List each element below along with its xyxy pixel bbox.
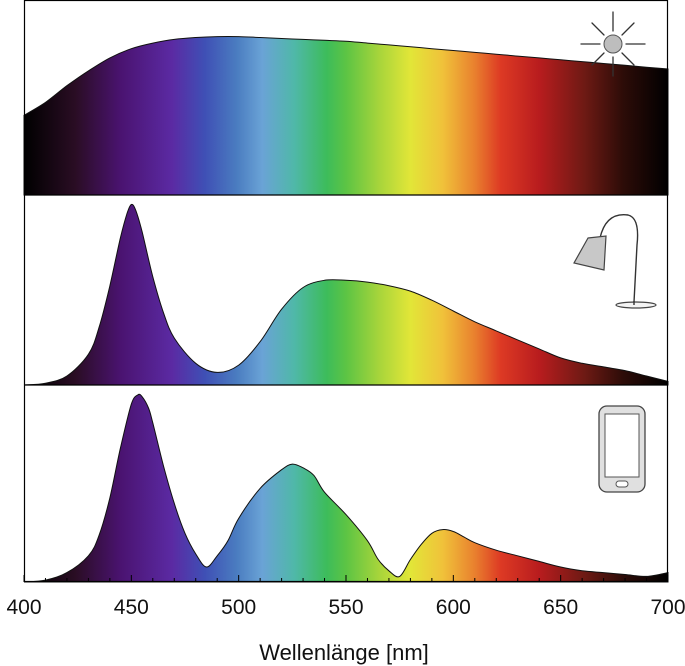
x-tick-label: 450: [114, 596, 149, 619]
x-tick-label: 550: [328, 596, 363, 619]
sun-icon: [580, 11, 646, 77]
spectrum-area-smartphone: [23, 393, 669, 583]
x-tick-label: 400: [6, 596, 41, 619]
spectrum-area-sun: [23, 36, 669, 196]
x-tick-label: 500: [221, 596, 256, 619]
x-axis-label: Wellenlänge [nm]: [259, 640, 429, 665]
x-axis: 400 450 500 550 600 650 700: [6, 575, 685, 619]
x-tick-label: 650: [543, 596, 578, 619]
smartphone-icon: [598, 405, 646, 493]
spectrum-panels: [23, 36, 669, 583]
x-tick-label: 600: [436, 596, 471, 619]
x-tick-label: 700: [650, 596, 685, 619]
spectrum-area-lamp: [23, 203, 669, 386]
lamp-icon: [573, 214, 657, 309]
